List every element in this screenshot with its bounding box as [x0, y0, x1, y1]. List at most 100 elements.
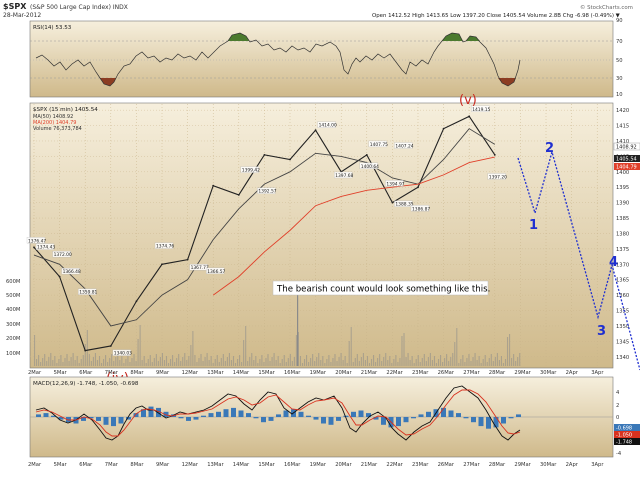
macd-hist-bar: [58, 417, 64, 420]
ma50-legend: MA(50) 1408.92: [33, 114, 73, 120]
volume-bar: [68, 361, 70, 366]
price-tick-label: 1390: [616, 201, 629, 207]
volume-bar: [360, 357, 362, 366]
x-tick-label: 13Mar: [207, 370, 224, 376]
volume-bar: [306, 355, 308, 366]
volume-bar: [409, 360, 411, 366]
macd-hist-bar: [201, 415, 206, 417]
volume-bar: [200, 354, 202, 366]
volume-bar: [490, 354, 492, 366]
volume-bar: [484, 355, 486, 366]
point-label: 1372.00: [54, 252, 72, 258]
volume-bar: [230, 360, 233, 366]
wave-v-label: (v): [459, 93, 477, 108]
macd-hist-bar: [463, 417, 469, 419]
x-tick-label: 8Mar: [130, 370, 144, 376]
volume-bar: [476, 360, 478, 366]
volume-bar: [94, 353, 96, 366]
volume-bar: [324, 363, 326, 366]
price-point: [161, 263, 163, 266]
volume-bar: [103, 359, 105, 366]
macd-hist-bar: [343, 415, 349, 417]
price-point: [314, 129, 317, 132]
volume-bar: [204, 357, 206, 366]
volume-bar: [474, 353, 476, 366]
volume-bar: [446, 354, 448, 366]
price-panel: [29, 102, 614, 369]
ma50-value: 1408.92: [616, 145, 637, 151]
rsi-tick-label: 50: [616, 58, 623, 64]
price-point: [84, 349, 87, 352]
macd-label: MACD(12,26,9) -1.748, -1.050, -0.698: [33, 381, 139, 387]
volume-bar: [147, 359, 149, 366]
price-point: [109, 345, 112, 347]
x-tick-label: 5Mar: [54, 462, 68, 468]
volume-bar: [105, 355, 107, 366]
volume-bar: [224, 361, 226, 366]
volume-bar: [44, 354, 46, 366]
price-tick-label: 1400: [616, 170, 629, 176]
volume-bar: [413, 363, 415, 366]
wave-4-label: 4: [609, 255, 618, 270]
volume-bar: [241, 362, 243, 366]
price-tick-label: 1345: [616, 339, 629, 345]
volume-bar: [354, 358, 356, 366]
price-point: [33, 246, 35, 249]
x-tick-label: 5Mar: [54, 370, 68, 376]
volume-bar: [297, 290, 299, 366]
price-point: [263, 153, 266, 156]
wave-2-label: 2: [545, 141, 554, 156]
macd-hist-bar: [118, 417, 124, 424]
point-label-box: [257, 187, 276, 194]
rsi-label: RSI(14) 53.53: [33, 25, 72, 31]
macd-hist-bar: [351, 411, 356, 417]
volume-bar: [454, 342, 456, 366]
volume-bar: [517, 357, 519, 366]
price-tick-label: 1385: [616, 216, 629, 222]
point-label: 1386.87: [412, 206, 430, 212]
volume-bar: [478, 356, 480, 366]
macd-hist-bar: [298, 411, 304, 417]
volume-bar: [70, 357, 72, 366]
price-tick-label: 1355: [616, 309, 629, 315]
volume-bar: [170, 359, 172, 366]
point-label-box: [487, 173, 506, 180]
volume-bar: [435, 363, 438, 366]
volume-bar: [259, 359, 261, 366]
point-label-box: [334, 171, 353, 179]
macd-hist-bar: [156, 407, 161, 417]
volume-bar: [466, 358, 468, 366]
x-tick-label: 2Apr: [566, 462, 579, 468]
volume-bar: [78, 363, 80, 366]
price-point: [135, 300, 138, 303]
point-label: 1397.68: [335, 173, 353, 179]
x-tick-label: 16Mar: [284, 370, 301, 376]
volume-bar: [34, 335, 36, 366]
point-label: 1400.64: [361, 164, 379, 170]
price-tick-label: 1375: [616, 247, 629, 253]
volume-bar: [98, 356, 101, 366]
point-label: 1399.42: [242, 168, 260, 174]
macd-line: [35, 385, 521, 441]
volume-bar: [498, 360, 500, 366]
volume-bar: [285, 362, 287, 366]
wave-3-label: 3: [597, 324, 606, 339]
volume-bar: [135, 361, 137, 366]
volume-bar: [480, 363, 482, 366]
macd-hist-bar: [51, 415, 56, 417]
price-point: [493, 153, 496, 156]
price-point: [212, 184, 215, 187]
macd-value: -1.050: [616, 433, 632, 439]
x-tick-label: 7Mar: [105, 370, 119, 376]
x-tick-label: 14Mar: [233, 370, 250, 376]
volume-bar: [440, 355, 442, 366]
volume-bar: [255, 356, 257, 366]
volume-bar: [220, 358, 222, 366]
volume-bar: [66, 354, 68, 366]
macd-hist-bar: [328, 417, 334, 425]
volume-bar: [123, 363, 125, 366]
macd-hist-bar: [366, 413, 371, 417]
macd-hist-bar: [246, 413, 251, 417]
macd-hist-bar: [276, 414, 281, 417]
volume-bar: [178, 354, 180, 366]
